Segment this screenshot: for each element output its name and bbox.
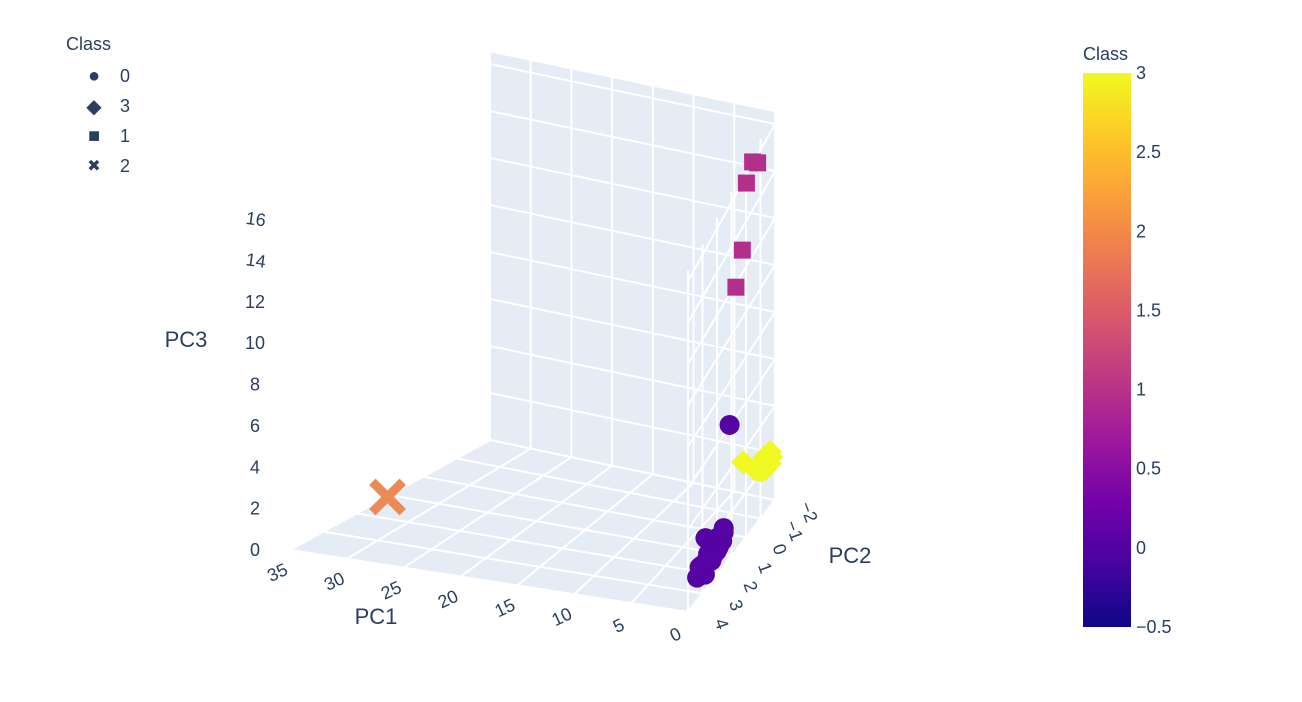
colorbar-tick-label: 1	[1136, 380, 1146, 400]
grid-line	[389, 494, 732, 557]
legend-title: Class	[66, 34, 112, 54]
grid-line	[289, 549, 689, 613]
colorbar-gradient	[1083, 73, 1131, 627]
data-point-class-0[interactable]	[701, 550, 722, 571]
tick-label: 25	[378, 577, 405, 604]
circle-icon: ●	[87, 64, 101, 87]
tick-label: 0	[769, 541, 791, 557]
grid-line	[489, 63, 776, 125]
tick-label: 14	[245, 249, 268, 272]
colorbar-ticks: 3 2.5 2 1.5 1 0.5 0 −0.5	[1136, 63, 1172, 637]
data-point-class-1[interactable]	[737, 174, 755, 192]
grid-line	[489, 251, 776, 313]
tick-label: 5	[610, 615, 628, 637]
legend-item-label: 1	[120, 125, 131, 146]
z-axis-title: PC3	[165, 327, 208, 352]
data-point-class-1[interactable]	[749, 154, 767, 172]
tick-label: 12	[245, 292, 265, 312]
square-icon: ■	[87, 124, 101, 147]
x-axis-title: PC1	[355, 604, 398, 629]
colorbar-tick-label: −0.5	[1136, 617, 1172, 637]
data-point-class-2[interactable]	[369, 478, 406, 516]
tick-label: 8	[250, 375, 260, 395]
colorbar: 3 2.5 2 1.5 1 0.5 0 −0.5	[1083, 63, 1172, 637]
tick-label: 6	[250, 416, 260, 436]
legend-item[interactable]: ✖ 2	[60, 151, 130, 181]
tick-label: 4	[711, 616, 733, 632]
colorbar-tick-label: 0.5	[1136, 459, 1161, 479]
grid-line	[489, 345, 776, 407]
grid-line	[489, 110, 776, 172]
tick-label: 1	[754, 560, 776, 576]
tick-label: 20	[435, 586, 462, 613]
grid-line	[456, 457, 761, 520]
data-point-class-0[interactable]	[713, 518, 734, 539]
grid-line	[323, 530, 703, 595]
data-points	[369, 153, 784, 588]
floor-plane	[290, 440, 775, 612]
grid-line	[489, 392, 776, 454]
colorbar-tick-label: 0	[1136, 538, 1146, 558]
legend-item[interactable]: ◆ 3	[60, 91, 130, 121]
colorbar-tick-label: 2.5	[1136, 142, 1161, 162]
grid-line	[489, 439, 776, 501]
legend-item[interactable]: ■ 1	[60, 121, 130, 151]
legend: Class ● 0 ◆ 3 ■ 1 ✖ 2	[60, 34, 130, 181]
tick-label: 10	[245, 333, 265, 353]
tick-label: 0	[250, 540, 260, 560]
data-point-class-1[interactable]	[727, 278, 745, 296]
colorbar-tick-label: 1.5	[1136, 300, 1161, 320]
x-icon: ✖	[87, 158, 101, 175]
colorbar-tick-label: 3	[1136, 63, 1146, 83]
legend-item-label: 0	[120, 65, 131, 86]
legend-item-label: 3	[120, 95, 131, 116]
legend-item-label: 2	[120, 155, 131, 176]
data-point-class-0[interactable]	[719, 414, 740, 435]
diamond-icon: ◆	[86, 95, 102, 118]
colorbar-title: Class	[1083, 44, 1129, 64]
grid-line	[356, 512, 718, 576]
grid-line	[489, 298, 776, 360]
tick-label: 30	[321, 568, 348, 595]
tick-label: 3	[725, 597, 747, 613]
tick-label: 2	[740, 578, 762, 594]
tick-label: 0	[667, 623, 685, 645]
data-point-class-3[interactable]	[753, 457, 778, 482]
tick-label: 15	[492, 595, 519, 622]
tick-label: 4	[250, 457, 260, 477]
tick-label: 35	[264, 559, 291, 586]
tick-label: 10	[548, 604, 575, 631]
data-point-class-1[interactable]	[733, 241, 751, 259]
tick-label: 2	[250, 499, 260, 519]
legend-item[interactable]: ● 0	[60, 61, 130, 91]
colorbar-tick-label: 2	[1136, 221, 1146, 241]
tick-label: 16	[245, 208, 268, 231]
y-axis-title: PC2	[829, 543, 872, 568]
grid-line	[423, 475, 747, 539]
